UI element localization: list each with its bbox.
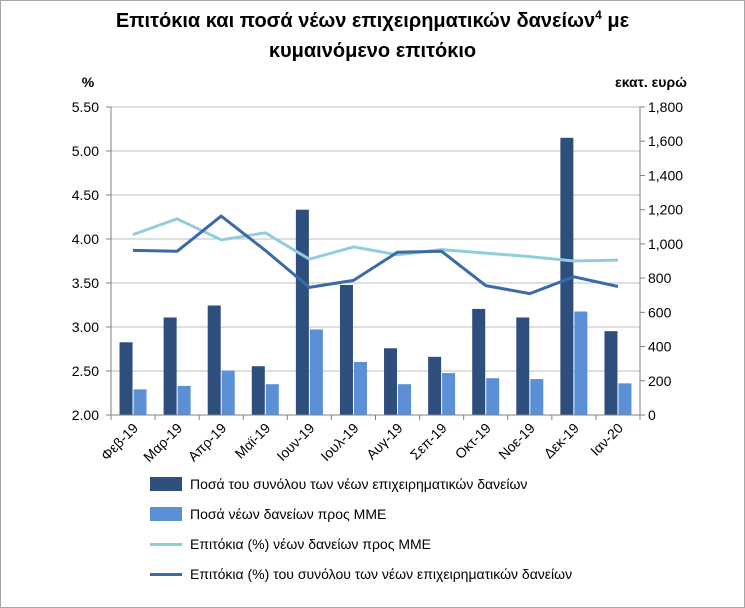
bar <box>309 329 323 415</box>
bar <box>221 370 235 415</box>
bar <box>398 384 412 415</box>
y-right-tick-label: 1,800 <box>648 99 683 115</box>
bar <box>177 385 191 415</box>
bar <box>339 284 353 415</box>
bar <box>384 348 398 415</box>
title-main: Επιτόκια και ποσά νέων επιχειρηματικών δ… <box>115 10 596 32</box>
x-tick-label: Μαρ-19 <box>140 420 185 465</box>
legend-label: Ποσά του συνόλου των νέων επιχειρηματικώ… <box>190 476 528 492</box>
bar <box>119 342 133 415</box>
y-left-tick-label: 4.00 <box>72 231 99 247</box>
title-footnote: 4 <box>595 8 602 22</box>
series-line <box>132 217 619 263</box>
y-left-tick-label: 4.50 <box>72 187 99 203</box>
y-right-tick-label: 1,200 <box>648 202 683 218</box>
bar <box>618 383 632 415</box>
legend-swatch <box>150 477 182 491</box>
x-tick-label: Νοε-19 <box>495 420 538 463</box>
bar <box>428 356 442 415</box>
bar <box>560 137 574 416</box>
x-tick-label: Οκτ-19 <box>452 420 494 462</box>
legend-item: Επιτόκια (%) του συνόλου των νέων επιχει… <box>150 564 572 584</box>
x-tick-label: Αυγ-19 <box>363 420 406 463</box>
legend-label: Επιτόκια (%) του συνόλου των νέων επιχει… <box>190 566 573 582</box>
bar <box>295 209 309 415</box>
x-tick-label: Μαϊ-19 <box>232 420 274 462</box>
bar <box>530 379 544 415</box>
legend-swatch <box>150 542 182 546</box>
x-tick-label: Ιαν-20 <box>587 420 626 459</box>
y-left-tick-label: 5.00 <box>72 143 99 159</box>
bar <box>486 378 500 415</box>
x-tick-label: Δεκ-19 <box>540 420 582 462</box>
legend-label: Επιτόκια (%) νέων δανείων προς ΜΜΕ <box>190 536 432 552</box>
bar <box>516 317 530 415</box>
legend-item: Ποσά νέων δανείων προς ΜΜΕ <box>150 504 386 524</box>
bar <box>133 389 147 415</box>
y-right-tick-label: 600 <box>648 304 672 320</box>
y-right-axis-label: εκατ. ευρώ <box>615 74 687 90</box>
legend-swatch <box>150 507 182 521</box>
y-left-tick-label: 5.50 <box>72 99 99 115</box>
y-right-tick-label: 800 <box>648 270 672 286</box>
x-tick-label: Ιουλ-19 <box>317 420 361 464</box>
bar <box>207 305 221 415</box>
y-right-tick-label: 400 <box>648 339 672 355</box>
x-tick-label: Απρ-19 <box>185 420 230 465</box>
bar <box>472 308 486 415</box>
title-line1-end: με <box>607 10 630 32</box>
y-left-tick-label: 3.00 <box>72 319 99 335</box>
legend-swatch <box>150 572 182 576</box>
bar <box>353 361 367 415</box>
chart-plot: 2.00 2.50 3.00 3.50 4.00 4.50 5.00 5.50 0 200 400 6… <box>72 74 687 465</box>
bar <box>265 384 279 415</box>
title-line2: κυμαινόμενο επιτόκιο <box>268 40 477 62</box>
bar <box>604 331 618 415</box>
y-left-axis-label: % <box>82 74 95 90</box>
y-left-tick-label: 2.50 <box>72 363 99 379</box>
y-left-tick-label: 3.50 <box>72 275 99 291</box>
bar <box>442 373 456 415</box>
y-right-tick-label: 200 <box>648 373 672 389</box>
x-tick-label: Σεπ-19 <box>407 420 450 463</box>
y-right-tick-label: 1,400 <box>648 167 683 183</box>
bar <box>163 317 177 415</box>
x-tick-label: Φεβ-19 <box>98 420 142 464</box>
y-right-tick-label: 0 <box>648 407 656 423</box>
y-right-tick-label: 1,600 <box>648 133 683 149</box>
legend-label: Ποσά νέων δανείων προς ΜΜΕ <box>190 506 387 522</box>
legend-item: Επιτόκια (%) νέων δανείων προς ΜΜΕ <box>150 534 431 554</box>
y-left-tick-label: 2.00 <box>72 407 99 423</box>
legend-item: Ποσά του συνόλου των νέων επιχειρηματικώ… <box>150 474 527 494</box>
y-right-tick-label: 1,000 <box>648 236 683 252</box>
x-tick-label: Ιουν-19 <box>273 420 317 464</box>
chart-title: Επιτόκια και ποσά νέων επιχειρηματικών δ… <box>0 6 745 66</box>
series-line <box>132 214 619 296</box>
bar <box>251 366 265 415</box>
bar <box>574 311 588 415</box>
